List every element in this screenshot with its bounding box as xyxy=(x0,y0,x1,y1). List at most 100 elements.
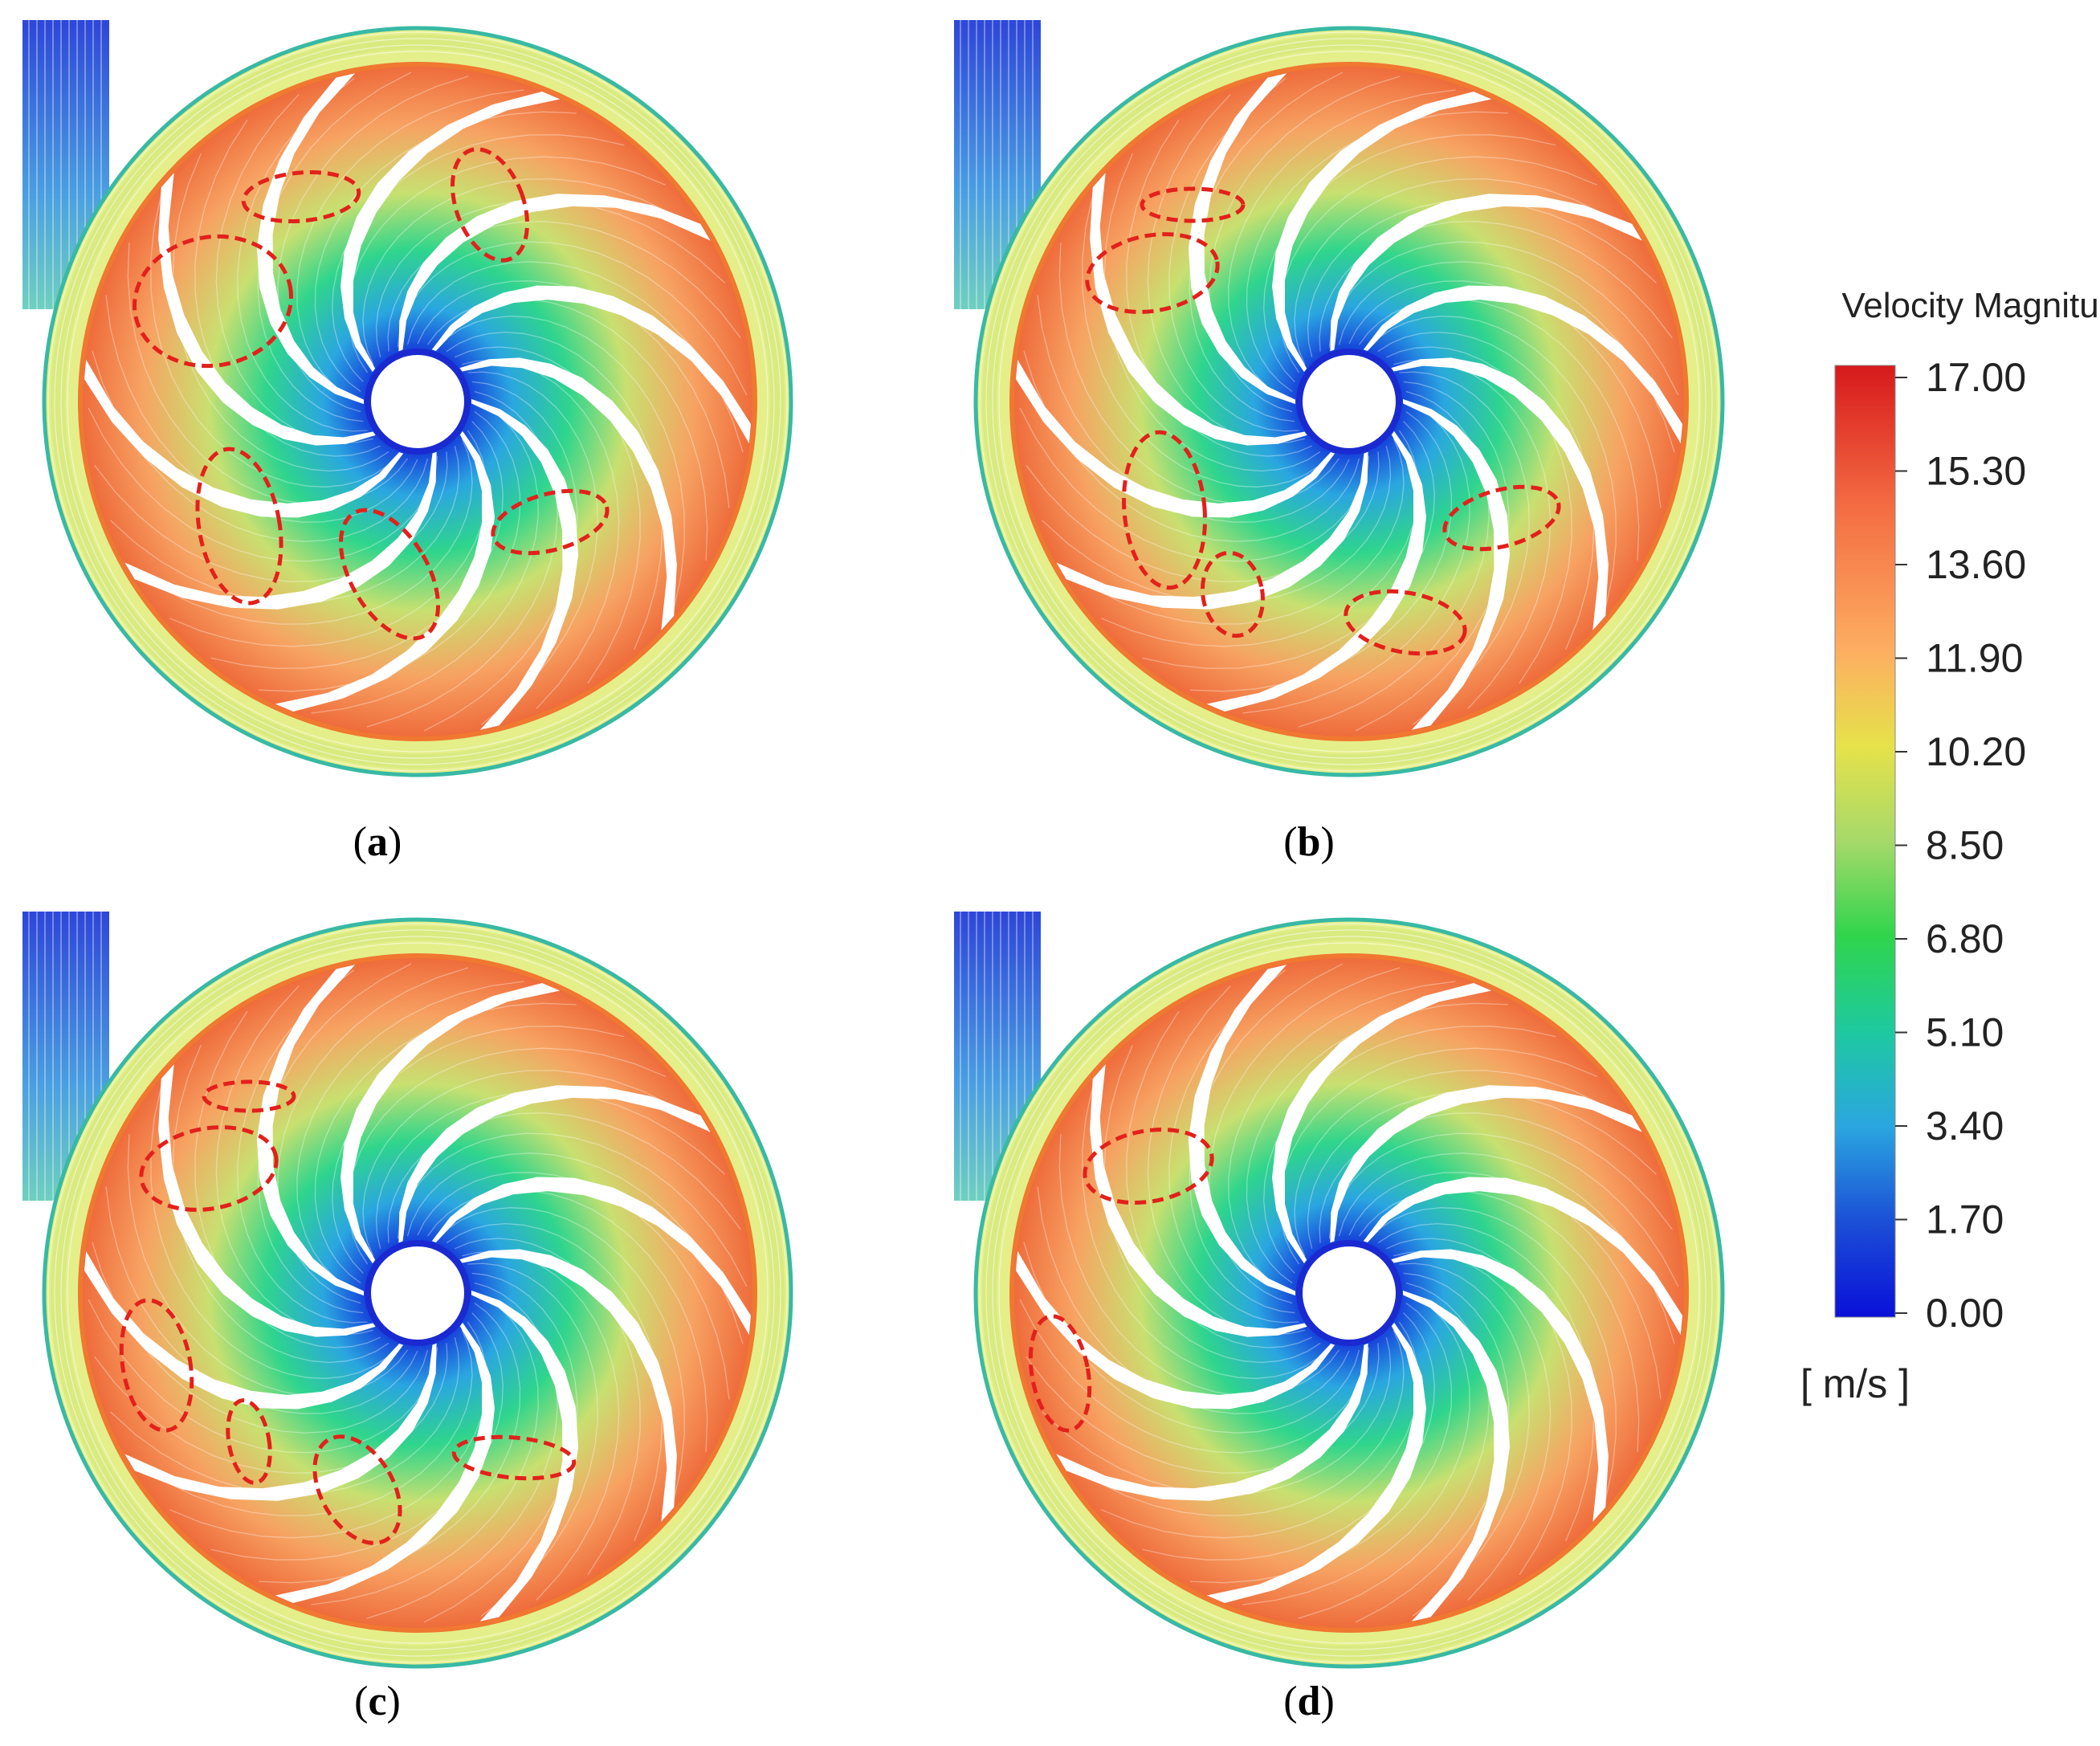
flow-streamline xyxy=(1319,221,1673,352)
flow-streamline xyxy=(1355,1272,1510,1623)
impeller-blade xyxy=(1206,430,1427,712)
flow-streamline xyxy=(1168,78,1299,432)
flow-streamline xyxy=(1399,371,1530,725)
volute-streamline xyxy=(998,942,1700,1644)
flow-streamline xyxy=(1066,1330,1405,1516)
flow-streamline xyxy=(446,331,663,651)
vortex-annotation-ellipse xyxy=(195,447,283,606)
impeller-blade xyxy=(431,1177,752,1336)
caption-c: (c) xyxy=(354,1679,401,1724)
vortex-annotation-ellipse xyxy=(1442,484,1561,552)
vortex-annotation-ellipse xyxy=(451,1434,577,1481)
flow-streamline xyxy=(296,981,524,1294)
flow-streamline xyxy=(423,381,578,732)
flow-streamline xyxy=(1319,1112,1673,1243)
flow-streamline xyxy=(1242,1292,1470,1605)
flow-streamline xyxy=(1355,381,1510,732)
flow-streamline xyxy=(1042,446,1392,604)
vortex-annotation-ellipse xyxy=(241,169,361,224)
flow-streamline xyxy=(237,969,368,1324)
flow-streamline xyxy=(127,1134,409,1397)
colorbar-tick-label: 5.10 xyxy=(1926,1010,2004,1055)
volute-streamline xyxy=(67,51,769,753)
flow-streamline xyxy=(366,390,558,728)
volute-streamline xyxy=(998,51,1700,753)
flow-streamline xyxy=(1358,298,1640,561)
impeller-blade xyxy=(256,965,364,1296)
volute-channel xyxy=(982,35,1716,769)
impeller-blade xyxy=(398,194,711,352)
flow-streamline xyxy=(437,316,685,609)
flow-streamline xyxy=(110,1337,460,1495)
colorbar-tick-label: 15.30 xyxy=(1926,449,2026,494)
vortex-annotation-ellipse xyxy=(1028,1314,1092,1433)
impeller-rim xyxy=(78,953,757,1633)
flow-streamline xyxy=(172,153,389,472)
flow-streamline xyxy=(387,1112,741,1243)
impeller-blade xyxy=(1090,1064,1307,1337)
flow-streamline xyxy=(362,178,700,365)
impeller-blade xyxy=(459,357,677,630)
flow-streamline xyxy=(467,371,598,725)
flow-streamline xyxy=(257,963,412,1314)
impeller-blade xyxy=(431,285,752,444)
impeller-blade xyxy=(1363,1177,1683,1336)
volute-streamline xyxy=(67,942,769,1644)
vortex-annotation-ellipse xyxy=(1083,1127,1214,1205)
flow-streamline xyxy=(1082,1086,1330,1379)
volute-channel xyxy=(51,35,785,769)
impeller-hub xyxy=(1296,349,1402,455)
volute-streamline xyxy=(985,38,1713,765)
impeller-blade xyxy=(1391,1249,1609,1522)
vortex-annotation-ellipse xyxy=(491,488,610,556)
colorbar-tick-label: 10.20 xyxy=(1926,729,2026,774)
flow-streamline xyxy=(150,194,398,487)
impeller-blade xyxy=(158,173,376,446)
vortex-annotation-ellipse xyxy=(450,147,530,263)
flow-streamline xyxy=(1189,963,1344,1314)
vortex-annotation-ellipse xyxy=(202,1079,296,1113)
flow-streamline xyxy=(1066,439,1405,625)
colorbar-tick-label: 8.50 xyxy=(1926,823,2004,868)
flow-streamline xyxy=(366,1282,558,1619)
colorbar-tick-label: 17.00 xyxy=(1926,355,2026,400)
impeller-rim xyxy=(1009,953,1689,1633)
volute-streamline xyxy=(979,923,1719,1663)
colorbar-gradient xyxy=(1834,365,1896,1318)
flow-streamline xyxy=(375,1091,725,1249)
volute-streamline xyxy=(47,923,788,1663)
vortex-annotation-ellipse xyxy=(312,1434,402,1545)
flow-streamline xyxy=(467,1263,598,1617)
colorbar-tick-label: 13.60 xyxy=(1926,542,2026,587)
flow-streamline xyxy=(1298,1282,1490,1619)
impeller-blade xyxy=(256,73,364,405)
flow-streamline xyxy=(257,71,412,422)
caption-d: (d) xyxy=(1283,1679,1335,1724)
flow-streamline xyxy=(387,221,741,352)
volute-streamline xyxy=(54,38,781,765)
impeller-blade xyxy=(1330,194,1642,352)
flow-streamline xyxy=(110,446,460,604)
impeller-rim xyxy=(1009,62,1689,741)
impeller-blade xyxy=(1056,451,1368,610)
flow-streamline xyxy=(135,1330,473,1516)
impeller-blade xyxy=(1363,285,1683,444)
colorbar-tick-label: 6.80 xyxy=(1926,916,2004,961)
impeller-blade xyxy=(84,359,404,518)
impeller-rim xyxy=(78,62,757,741)
impeller-hub xyxy=(365,1240,471,1346)
panel-c xyxy=(22,912,793,1669)
flow-streamline xyxy=(1242,401,1470,714)
vortex-annotation-ellipse xyxy=(338,508,441,641)
volute-streamline xyxy=(992,936,1707,1650)
volute-streamline xyxy=(985,929,1713,1657)
impeller-blade xyxy=(1090,173,1307,446)
impeller-blade xyxy=(1271,982,1492,1264)
impeller-blade xyxy=(275,1322,495,1604)
impeller-blade xyxy=(1271,91,1492,373)
vortex-annotation-ellipse xyxy=(1344,589,1467,656)
colorbar-tick-label: 3.40 xyxy=(1926,1103,2004,1148)
flow-streamline xyxy=(423,1272,578,1623)
flow-streamline xyxy=(1042,1337,1392,1495)
